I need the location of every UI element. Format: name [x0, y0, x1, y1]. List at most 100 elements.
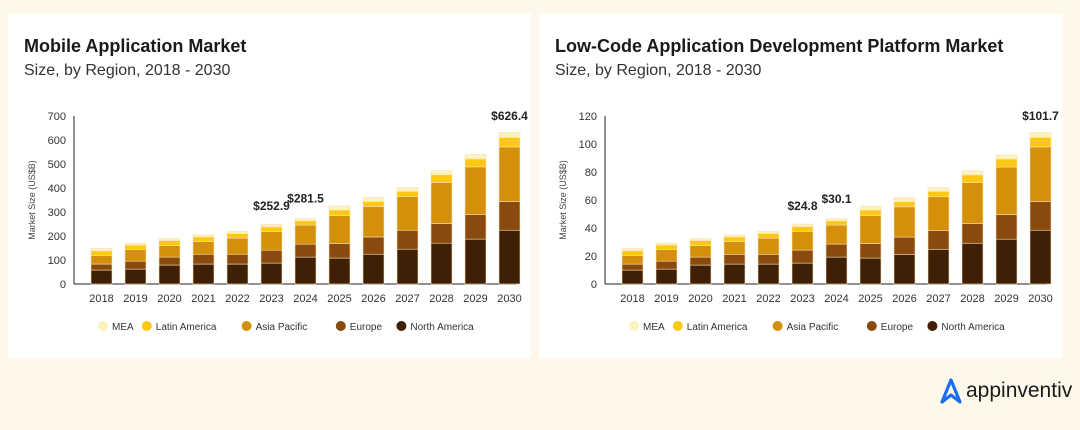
legend-swatch	[241, 321, 252, 331]
bar-segment-north-america	[362, 253, 385, 285]
bar-segment-europe	[464, 214, 487, 240]
bar-segment-europe	[158, 256, 181, 266]
x-tick-label: 2029	[994, 293, 1018, 305]
bar-segment-asia-pacific	[260, 231, 283, 251]
bar-segment-north-america	[430, 242, 453, 285]
legend-swatch	[629, 321, 639, 331]
bar-segment-asia-pacific	[124, 249, 147, 262]
x-tick-label: 2023	[259, 293, 283, 305]
bar-segment-latin-america	[757, 233, 780, 239]
legend-swatch	[396, 321, 407, 331]
bar-segment-europe	[689, 256, 712, 266]
bar-segment-mea	[757, 231, 780, 234]
bar-segment-europe	[1029, 201, 1052, 231]
bar-segment-mea	[825, 218, 848, 222]
bar-segment-north-america	[723, 263, 746, 285]
y-tick-label: 100	[579, 139, 597, 151]
bar-segment-mea	[430, 170, 453, 176]
bar-segment-europe	[723, 254, 746, 265]
bar-segment-latin-america	[226, 233, 249, 239]
bar-segment-north-america	[260, 262, 283, 285]
bar-segment-north-america	[124, 268, 147, 285]
bar-segment-north-america	[927, 248, 950, 285]
x-tick-label: 2020	[157, 293, 181, 305]
y-tick-label: 0	[60, 279, 66, 291]
bar-segment-asia-pacific	[825, 224, 848, 245]
x-tick-label: 2026	[361, 293, 385, 305]
bar-segment-mea	[158, 238, 181, 241]
x-tick-label: 2029	[463, 293, 487, 305]
bar-segment-europe	[757, 254, 780, 265]
bar-segment-asia-pacific	[498, 146, 521, 202]
bar-segment-latin-america	[859, 209, 882, 216]
bar-segment-north-america	[192, 263, 215, 285]
legend-item: Europe	[350, 322, 383, 333]
bar-segment-mea	[961, 170, 984, 176]
x-tick-label: 2020	[688, 293, 712, 305]
x-tick-label: 2027	[395, 293, 419, 305]
x-tick-label: 2030	[497, 293, 521, 305]
mobile-app-market-panel: Mobile Application Market Size, by Regio…	[8, 14, 531, 358]
bar-segment-europe	[260, 249, 283, 264]
y-axis-label: Market Size (US$B)	[27, 160, 37, 240]
bar-segment-north-america	[621, 269, 644, 285]
bar-segment-asia-pacific	[328, 215, 351, 244]
legend-swatch	[866, 321, 877, 331]
bar-segment-north-america	[498, 229, 521, 285]
x-tick-label: 2028	[960, 293, 984, 305]
bar-segment-north-america	[90, 269, 113, 285]
bar-segment-latin-america	[995, 158, 1018, 168]
bar-segment-mea	[1029, 132, 1052, 138]
bar-segment-europe	[90, 263, 113, 271]
bar-segment-europe	[498, 201, 521, 231]
bar-segment-north-america	[464, 238, 487, 285]
bar-segment-mea	[124, 242, 147, 246]
bar-segment-mea	[328, 205, 351, 211]
bar-segment-asia-pacific	[226, 237, 249, 255]
bar-segment-europe	[362, 236, 385, 255]
y-tick-label: 40	[585, 223, 597, 235]
y-tick-label: 20	[585, 251, 597, 263]
bar-segment-north-america	[328, 257, 351, 285]
x-tick-label: 2027	[926, 293, 950, 305]
data-label: $30.1	[821, 192, 851, 206]
bar-segment-asia-pacific	[893, 206, 916, 238]
data-label: $281.5	[287, 192, 324, 206]
bar-segment-north-america	[961, 242, 984, 285]
x-tick-label: 2018	[89, 293, 113, 305]
x-tick-label: 2023	[790, 293, 814, 305]
bar-segment-north-america	[995, 238, 1018, 285]
bar-segment-latin-america	[961, 174, 984, 183]
bar-segment-mea	[464, 154, 487, 160]
x-tick-label: 2030	[1028, 293, 1052, 305]
x-tick-label: 2025	[858, 293, 882, 305]
bar-segment-asia-pacific	[294, 224, 317, 245]
bar-segment-asia-pacific	[464, 166, 487, 215]
bar-segment-latin-america	[90, 250, 113, 256]
legend-swatch	[672, 321, 683, 331]
bar-segment-latin-america	[430, 174, 453, 183]
x-tick-label: 2026	[892, 293, 916, 305]
bar-segment-north-america	[893, 254, 916, 285]
bar-segment-europe	[124, 260, 147, 270]
y-axis-label: Market Size (US$B)	[558, 160, 568, 240]
bar-segment-asia-pacific	[689, 245, 712, 258]
bar-segment-latin-america	[192, 236, 215, 242]
legend-item: MEA	[643, 322, 665, 333]
data-label: $252.9	[253, 199, 290, 213]
bar-segment-north-america	[757, 263, 780, 285]
y-tick-label: 300	[48, 207, 66, 219]
bar-segment-europe	[859, 243, 882, 259]
bar-segment-asia-pacific	[927, 196, 950, 231]
bar-segment-mea	[655, 242, 678, 246]
bar-segment-mea	[621, 247, 644, 252]
bar-segment-mea	[498, 132, 521, 138]
bar-segment-europe	[430, 223, 453, 244]
x-tick-label: 2024	[293, 293, 317, 305]
bar-segment-mea	[362, 197, 385, 202]
y-tick-label: 80	[585, 167, 597, 179]
bar-segment-latin-america	[689, 240, 712, 246]
bar-segment-mea	[893, 197, 916, 203]
bar-segment-asia-pacific	[961, 182, 984, 224]
bar-segment-mea	[260, 223, 283, 228]
